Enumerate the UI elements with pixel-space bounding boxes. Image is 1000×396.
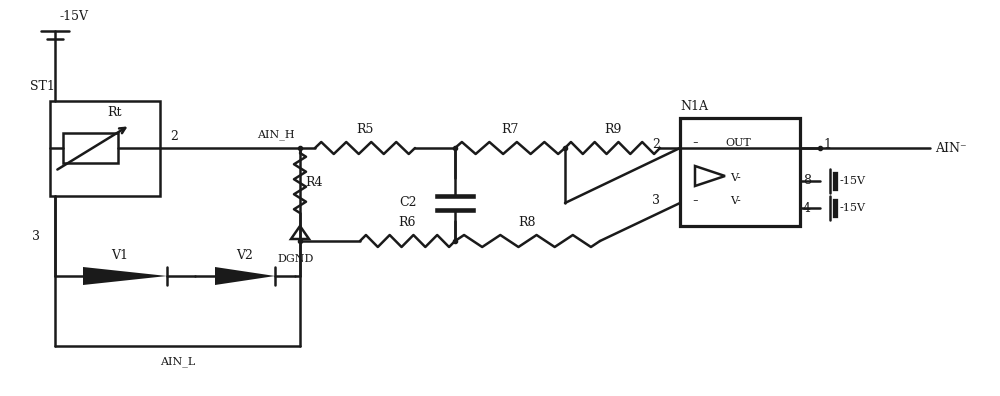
Text: R9: R9 (604, 123, 621, 136)
Text: -15V: -15V (60, 10, 89, 23)
Text: C2: C2 (400, 196, 417, 209)
Text: N1A: N1A (680, 100, 708, 113)
Polygon shape (83, 267, 167, 285)
Text: V1: V1 (112, 249, 128, 262)
Text: R6: R6 (399, 216, 416, 229)
Text: V-: V- (730, 173, 741, 183)
Text: -: - (692, 135, 698, 152)
Polygon shape (215, 267, 275, 285)
Text: AIN_L: AIN_L (160, 356, 195, 367)
Text: V-: V- (730, 196, 741, 206)
Text: AIN⁻: AIN⁻ (935, 141, 967, 154)
Bar (680, 118, 800, 226)
Bar (63, 133, 118, 163)
Text: -15V: -15V (840, 176, 866, 186)
Text: R4: R4 (305, 177, 322, 190)
Text: 3: 3 (652, 194, 660, 206)
Text: R5: R5 (356, 123, 374, 136)
Text: Rt: Rt (108, 107, 122, 120)
Text: -15V: -15V (840, 203, 866, 213)
Text: ST1: ST1 (30, 80, 55, 93)
Text: -: - (692, 192, 698, 209)
Text: R8: R8 (519, 216, 536, 229)
Text: DGND: DGND (278, 254, 314, 264)
Text: 3: 3 (32, 230, 40, 242)
Text: 4: 4 (803, 202, 811, 215)
Text: 1: 1 (823, 139, 831, 152)
Text: V2: V2 (237, 249, 253, 262)
Text: 2: 2 (652, 139, 660, 152)
Bar (50, 101, 160, 196)
Text: OUT: OUT (725, 138, 751, 148)
Text: R7: R7 (501, 123, 519, 136)
Text: 8: 8 (803, 175, 811, 187)
Text: 2: 2 (170, 130, 178, 143)
Text: AIN_H: AIN_H (257, 129, 295, 140)
